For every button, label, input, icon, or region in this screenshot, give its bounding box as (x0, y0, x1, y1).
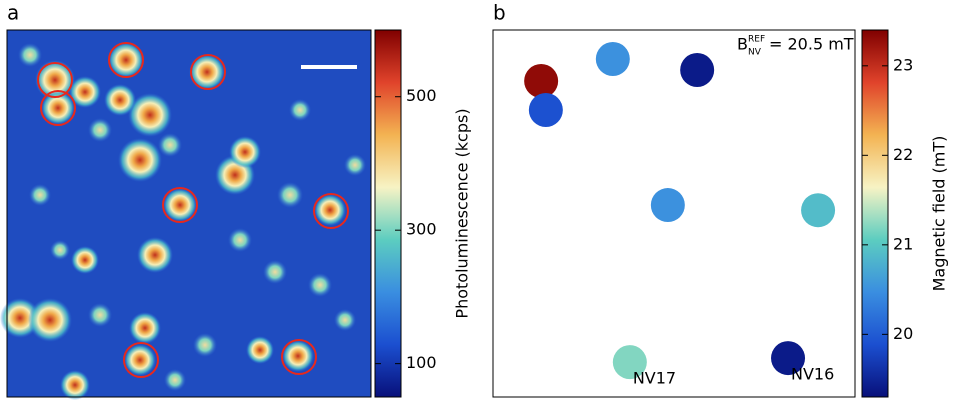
pl-image (0, 29, 372, 400)
colorbar-tick-label: 20 (893, 324, 913, 343)
point-label: NV16 (791, 365, 834, 384)
colorbar-tick-label: 500 (406, 86, 437, 105)
colorbar-tick-label: 21 (893, 234, 913, 253)
panel-label: a (7, 1, 19, 25)
point (801, 193, 836, 228)
colorbar-label: Magnetic field (mT) (930, 136, 949, 292)
colorbar-tick-label: 100 (406, 353, 437, 372)
annotation-text: = 20.5 mT (769, 35, 854, 54)
point-label: NV17 (633, 369, 676, 388)
point (680, 53, 715, 88)
colorbar (374, 29, 402, 398)
point (771, 341, 806, 376)
colorbar-tick-label: 23 (893, 55, 913, 74)
colorbar-tick-label: 22 (893, 145, 913, 164)
colorbar-label: Photoluminescence (kcps) (453, 108, 472, 318)
colorbar (861, 29, 889, 398)
point (595, 41, 630, 76)
annotation-sup: REF (748, 35, 765, 45)
annotation-sub: NV (748, 48, 762, 58)
annotation-base: B (737, 35, 748, 54)
point (612, 345, 647, 380)
panel-label: b (493, 1, 506, 25)
plot-frame (492, 29, 856, 398)
point (528, 93, 563, 128)
point (650, 188, 685, 223)
point (524, 64, 559, 99)
colorbar-tick-label: 300 (406, 220, 437, 239)
